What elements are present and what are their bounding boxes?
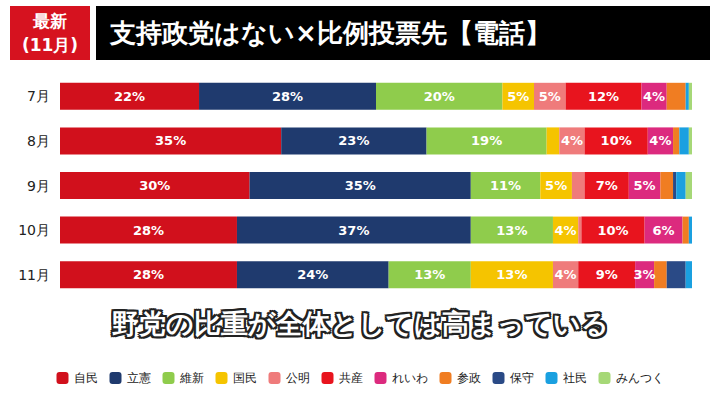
svg-text:7%: 7% [596, 178, 618, 193]
svg-text:維新: 維新 [179, 371, 204, 385]
html-text:支持政党はない×比例投票先【電話】: 支持政党はない×比例投票先【電話】 [110, 18, 551, 48]
svg-text:11月: 11月 [18, 267, 50, 283]
svg-text:みんつく: みんつく [616, 371, 664, 385]
svg-text:4%: 4% [643, 89, 665, 104]
svg-text:4%: 4% [561, 133, 583, 148]
svg-text:35%: 35% [155, 133, 186, 148]
svg-text:公明: 公明 [286, 371, 310, 385]
svg-text:共産: 共産 [339, 371, 363, 385]
svg-text:4%: 4% [649, 133, 671, 148]
svg-text:れいわ: れいわ [392, 371, 428, 385]
svg-text:24%: 24% [297, 267, 328, 282]
html-text:野党の比重が全体としては高まっている: 野党の比重が全体としては高まっている [111, 308, 609, 339]
svg-text:参政: 参政 [457, 371, 481, 385]
svg-text:社民: 社民 [563, 371, 587, 385]
svg-text:28%: 28% [133, 267, 164, 282]
svg-text:10月: 10月 [18, 222, 50, 238]
svg-text:5%: 5% [545, 178, 567, 193]
svg-text:国民: 国民 [233, 371, 257, 385]
svg-text:13%: 13% [496, 267, 527, 282]
svg-text:9月: 9月 [27, 178, 50, 194]
svg-text:9%: 9% [596, 267, 618, 282]
svg-text:3%: 3% [634, 267, 656, 282]
svg-text:4%: 4% [555, 223, 577, 238]
svg-text:37%: 37% [338, 223, 369, 238]
svg-text:6%: 6% [653, 223, 675, 238]
svg-text:28%: 28% [133, 223, 164, 238]
svg-text:20%: 20% [424, 89, 455, 104]
html-text:最新: 最新 [33, 11, 67, 31]
svg-text:28%: 28% [272, 89, 303, 104]
svg-text:22%: 22% [114, 89, 145, 104]
svg-text:12%: 12% [588, 89, 619, 104]
html-text:(11月): (11月) [21, 35, 79, 55]
svg-text:自民: 自民 [74, 371, 98, 385]
svg-text:保守: 保守 [510, 371, 534, 385]
svg-text:5%: 5% [539, 89, 561, 104]
svg-text:5%: 5% [634, 178, 656, 193]
svg-text:23%: 23% [338, 133, 369, 148]
svg-text:10%: 10% [601, 133, 632, 148]
svg-text:8月: 8月 [27, 133, 50, 149]
svg-text:5%: 5% [507, 89, 529, 104]
svg-text:19%: 19% [471, 133, 502, 148]
svg-text:13%: 13% [496, 223, 527, 238]
svg-text:4%: 4% [555, 267, 577, 282]
svg-text:11%: 11% [490, 178, 521, 193]
svg-text:35%: 35% [345, 178, 376, 193]
svg-text:7月: 7月 [27, 88, 50, 104]
svg-text:立憲: 立憲 [127, 371, 151, 385]
svg-text:30%: 30% [139, 178, 170, 193]
svg-text:10%: 10% [597, 223, 628, 238]
svg-text:13%: 13% [414, 267, 445, 282]
